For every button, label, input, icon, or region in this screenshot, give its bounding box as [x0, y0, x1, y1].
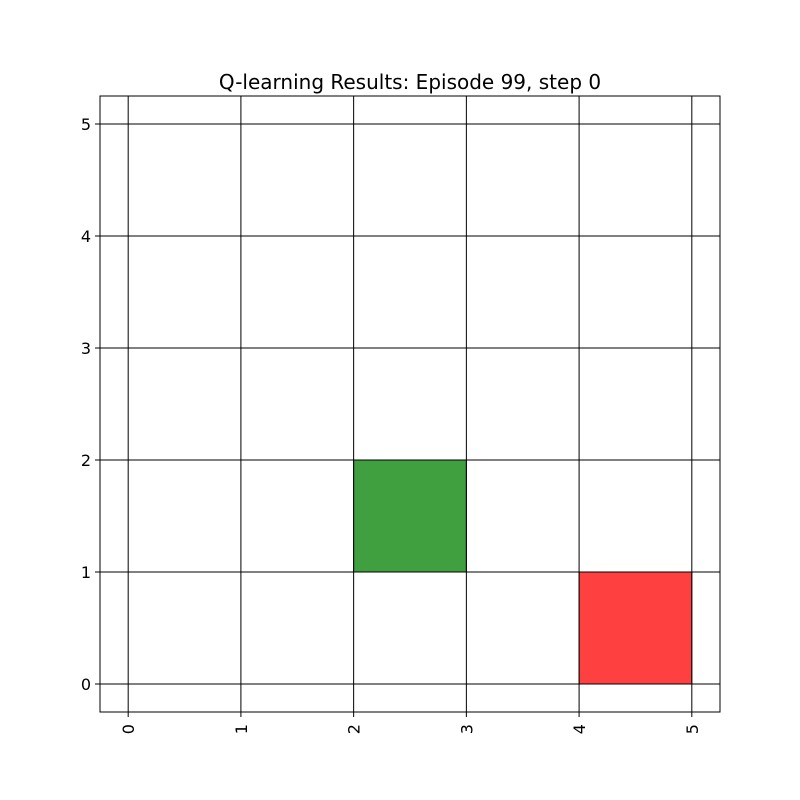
x-tick-label-3: 3 [457, 724, 476, 734]
grid-cell-0 [353, 459, 467, 573]
chart-title: Q-learning Results: Episode 99, step 0 [219, 70, 601, 94]
y-tick-label-0: 0 [81, 675, 91, 694]
grid-layer [100, 96, 720, 712]
cells-layer [353, 459, 693, 685]
x-tick-label-0: 0 [119, 724, 138, 734]
x-tick-label-1: 1 [232, 724, 251, 734]
x-tick-label-2: 2 [345, 724, 364, 734]
y-tick-label-2: 2 [81, 451, 91, 470]
y-tick-label-4: 4 [81, 227, 91, 246]
plot-frame [99, 95, 721, 713]
y-tick-label-3: 3 [81, 339, 91, 358]
grid-cell-1 [578, 571, 693, 685]
x-tick-label-4: 4 [570, 724, 589, 734]
y-tick-label-1: 1 [81, 563, 91, 582]
ticks-layer: 0 1 2 3 4 5 0 1 2 3 4 5 [81, 115, 702, 734]
x-tick-label-5: 5 [683, 724, 702, 734]
y-tick-label-5: 5 [81, 115, 91, 134]
